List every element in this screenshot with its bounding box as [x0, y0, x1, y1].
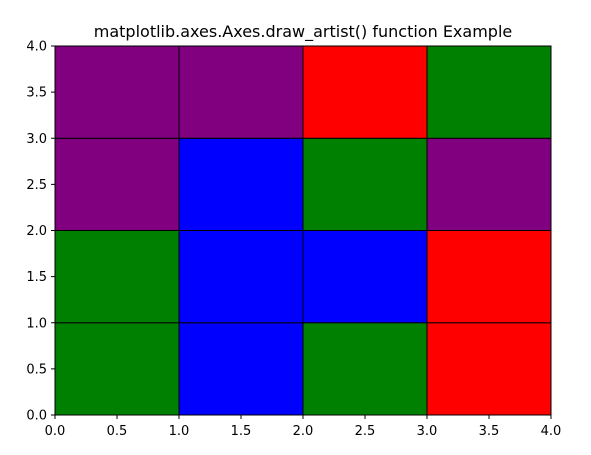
y-axis-ticks: 0.0 0.5 1.0 1.5 2.0 2.5 3.0 3.5 4.0 [26, 40, 55, 424]
cell-red-3-1 [426, 230, 552, 324]
x-tick-label: 1.5 [231, 424, 252, 439]
cell-green-0-0 [54, 322, 180, 416]
y-tick-label: 0.5 [26, 362, 47, 377]
y-tick-label: 1.5 [26, 270, 47, 285]
cell-green-2-0 [302, 322, 428, 416]
y-tick-label: 2.5 [26, 178, 47, 193]
y-tick-label: 3.5 [26, 86, 47, 101]
y-tick-label: 3.0 [26, 132, 47, 147]
y-tick-label: 0.0 [26, 409, 47, 424]
y-tick-label: 2.0 [26, 224, 47, 239]
cell-purple-0-3 [54, 45, 180, 139]
cell-blue-1-2 [178, 137, 304, 231]
cell-green-2-2 [302, 137, 428, 231]
cell-purple-1-3 [178, 45, 304, 139]
x-tick-label: 2.5 [355, 424, 376, 439]
cell-blue-1-0 [178, 322, 304, 416]
cell-blue-2-1 [302, 230, 428, 324]
x-tick-label: 1.0 [169, 424, 190, 439]
x-tick-label: 3.0 [417, 424, 438, 439]
cell-purple-0-2 [54, 137, 180, 231]
x-tick-label: 2.0 [293, 424, 314, 439]
cell-purple-3-2 [426, 137, 552, 231]
cell-blue-1-1 [178, 230, 304, 324]
cell-red-3-0 [426, 322, 552, 416]
cell-green-3-3 [426, 45, 552, 139]
x-axis-ticks: 0.0 0.5 1.0 1.5 2.0 2.5 3.0 3.5 4.0 [45, 415, 562, 439]
cell-green-0-1 [54, 230, 180, 324]
x-tick-label: 0.0 [45, 424, 66, 439]
x-tick-label: 4.0 [541, 424, 562, 439]
cell-red-2-3 [302, 45, 428, 139]
chart-title: matplotlib.axes.Axes.draw_artist() funct… [94, 22, 512, 42]
x-tick-label: 0.5 [107, 424, 128, 439]
cells-layer [54, 45, 552, 416]
x-tick-label: 3.5 [479, 424, 500, 439]
y-tick-label: 4.0 [26, 40, 47, 55]
y-tick-label: 1.0 [26, 316, 47, 331]
